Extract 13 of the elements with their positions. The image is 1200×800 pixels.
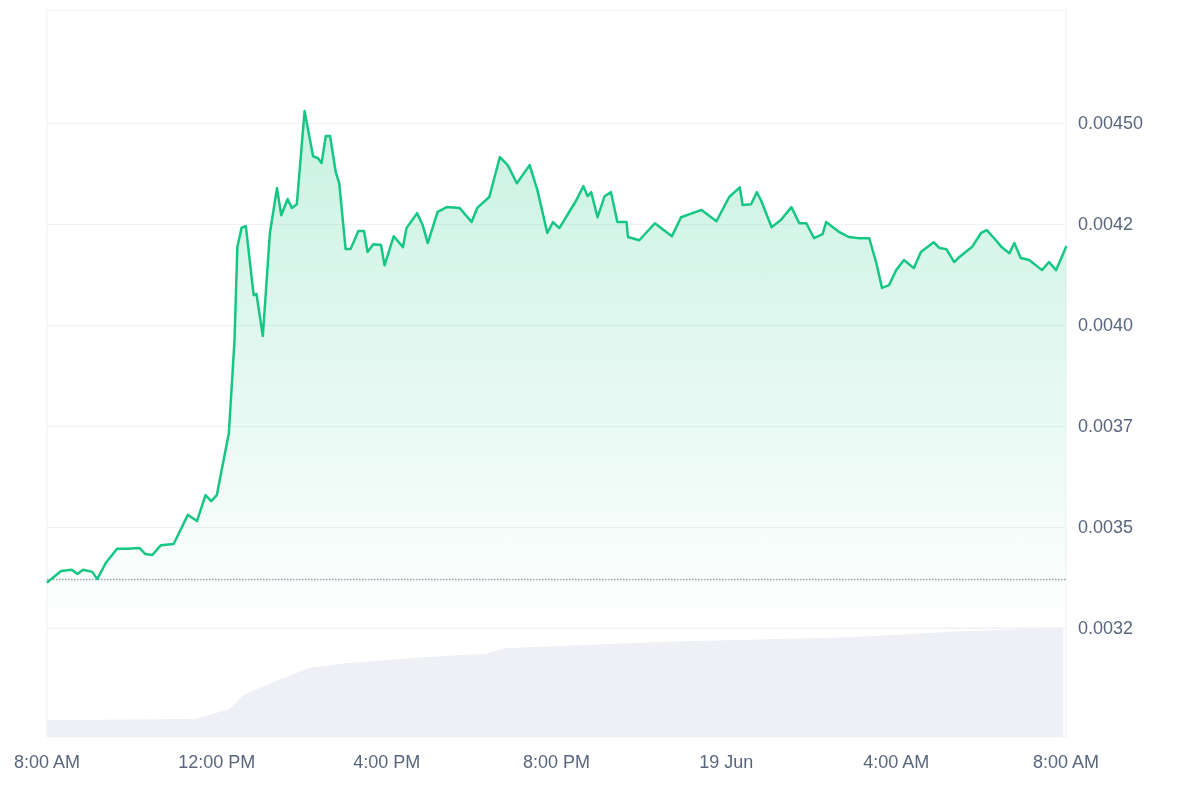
y-tick-label: 0.0032: [1078, 618, 1134, 638]
y-tick-label: 0.0035: [1078, 517, 1134, 538]
y-tick-label: 0.0042: [1078, 214, 1134, 235]
x-tick-label: 4:00 PM: [353, 752, 421, 772]
y-tick-label: 0.0040: [1078, 315, 1134, 336]
x-tick-label: 8:00 AM: [1032, 752, 1100, 772]
y-tick-label: 0.00450: [1078, 113, 1144, 134]
x-tick-label: 8:00 AM: [13, 752, 81, 772]
x-tick-label: 12:00 PM: [178, 752, 256, 772]
x-tick-label: 19 Jun: [699, 752, 754, 772]
x-tick-label: 8:00 PM: [522, 752, 591, 772]
y-tick-label: 0.0037: [1078, 416, 1134, 437]
x-tick-label: 4:00 AM: [863, 752, 930, 772]
